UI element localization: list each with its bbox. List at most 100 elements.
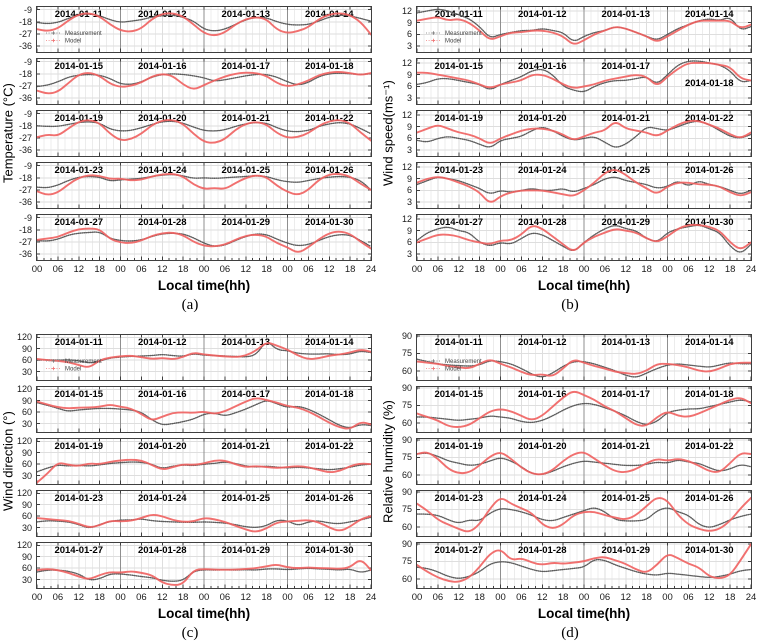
x-tick-label: 18 bbox=[474, 264, 485, 275]
y-tick-label: 120 bbox=[16, 488, 32, 499]
y-tick-label: 75 bbox=[401, 348, 412, 359]
date-label: 2014-01-12 bbox=[518, 337, 567, 348]
measurement-line bbox=[416, 60, 752, 93]
y-tick-label: -18 bbox=[18, 16, 32, 27]
y-tick-label: 60 bbox=[401, 469, 412, 480]
y-tick-label: 120 bbox=[16, 436, 32, 447]
y-tick-label: 60 bbox=[21, 459, 32, 470]
date-label: 2014-01-19 bbox=[54, 113, 103, 124]
x-tick-label: 12 bbox=[620, 264, 632, 275]
y-tick-label: -18 bbox=[18, 120, 32, 131]
date-label: 2014-01-25 bbox=[221, 493, 270, 504]
date-label: 2014-01-27 bbox=[54, 545, 103, 556]
date-label: 2014-01-13 bbox=[601, 9, 650, 20]
x-tick-label: 00 bbox=[115, 592, 126, 603]
x-tick-label: 06 bbox=[683, 264, 694, 275]
date-label: 2014-01-22 bbox=[685, 441, 734, 452]
y-tick-label: 3 bbox=[406, 197, 412, 208]
x-tick-label: 18 bbox=[724, 264, 736, 275]
measurement-line bbox=[36, 400, 372, 429]
date-label: 2014-01-17 bbox=[221, 389, 270, 400]
date-label: 2014-01-17 bbox=[601, 389, 650, 400]
date-label: 2014-01-25 bbox=[221, 165, 270, 176]
date-label: 2014-01-26 bbox=[305, 493, 354, 504]
date-label: 2014-01-26 bbox=[685, 493, 734, 504]
date-label: 2014-01-22 bbox=[305, 441, 354, 452]
panel-caption: (c) bbox=[181, 625, 199, 641]
x-tick-label: 18 bbox=[261, 592, 272, 603]
y-tick-label: 90 bbox=[401, 539, 412, 550]
model-line bbox=[36, 342, 372, 368]
model-line bbox=[36, 458, 372, 484]
y-tick-label: -27 bbox=[18, 184, 32, 195]
y-tick-label: -9 bbox=[23, 212, 32, 223]
x-tick-label: 24 bbox=[745, 264, 757, 275]
x-tick-label: 18 bbox=[94, 592, 105, 603]
date-label: 2014-01-11 bbox=[55, 337, 104, 348]
date-label: 2014-01-28 bbox=[138, 217, 187, 228]
x-tick-label: 00 bbox=[495, 592, 506, 603]
date-label: 2014-01-24 bbox=[138, 165, 187, 176]
legend-label: Measurement bbox=[445, 359, 482, 365]
date-label: 2014-01-29 bbox=[221, 545, 270, 556]
date-label: 2014-01-29 bbox=[221, 217, 270, 228]
subplot-row: 2014-01-19 2014-01-20 2014-01-21 2014-01-22 bbox=[36, 110, 372, 157]
x-tick-label: 12 bbox=[323, 592, 335, 603]
y-tick-label: -9 bbox=[23, 160, 32, 171]
date-label: 2014-01-23 bbox=[434, 165, 483, 176]
date-label: 2014-01-17 bbox=[221, 61, 270, 72]
y-tick-label: -27 bbox=[18, 80, 32, 91]
x-tick-label: 12 bbox=[453, 264, 465, 275]
date-label: 2014-01-11 bbox=[435, 337, 484, 348]
y-tick-label: 9 bbox=[406, 225, 412, 236]
x-tick-label: 12 bbox=[703, 592, 715, 603]
x-tick-label: 06 bbox=[599, 592, 611, 603]
legend-label: Measurement bbox=[65, 31, 102, 37]
y-tick-label: 12 bbox=[401, 213, 412, 224]
y-tick-label: 12 bbox=[401, 5, 412, 16]
y-tick-label: 3 bbox=[406, 249, 412, 260]
date-label: 2014-01-27 bbox=[434, 217, 483, 228]
date-label: 2014-01-13 bbox=[601, 337, 650, 348]
y-tick-label: -36 bbox=[18, 248, 32, 259]
date-label: 2014-01-15 bbox=[54, 389, 103, 400]
model-line bbox=[416, 169, 752, 203]
y-tick-label: 60 bbox=[401, 417, 412, 428]
date-label: 2014-01-18 bbox=[685, 78, 734, 89]
date-label: 2014-01-28 bbox=[138, 545, 187, 556]
y-tick-label: 6 bbox=[406, 185, 412, 196]
date-label: 2014-01-21 bbox=[601, 441, 650, 452]
date-label: 2014-01-16 bbox=[138, 389, 187, 400]
x-tick-label: 06 bbox=[516, 592, 527, 603]
y-tick-label: 6 bbox=[406, 81, 412, 92]
date-label: 2014-01-24 bbox=[518, 165, 567, 176]
date-label: 2014-01-23 bbox=[54, 493, 103, 504]
date-label: 2014-01-21 bbox=[221, 441, 270, 452]
y-tick-label: 30 bbox=[21, 366, 32, 377]
date-label: 2014-01-14 bbox=[685, 9, 734, 20]
date-label: 2014-01-27 bbox=[434, 545, 483, 556]
date-label: 2014-01-21 bbox=[221, 113, 270, 124]
date-label: 2014-01-20 bbox=[518, 441, 567, 452]
legend-label: Model bbox=[445, 39, 461, 45]
y-tick-label: 30 bbox=[21, 418, 32, 429]
y-tick-label: 90 bbox=[21, 343, 32, 354]
y-tick-label: 9 bbox=[406, 173, 412, 184]
date-label: 2014-01-13 bbox=[221, 337, 270, 348]
date-label: 2014-01-30 bbox=[685, 217, 734, 228]
x-tick-label: 06 bbox=[432, 264, 444, 275]
x-tick-label: 12 bbox=[703, 264, 715, 275]
y-tick-label: 120 bbox=[16, 384, 32, 395]
date-label: 2014-01-26 bbox=[305, 165, 354, 176]
subplot-row: 2014-01-23 2014-01-24 2014-01-25 2014-01-26 bbox=[36, 490, 372, 537]
model-line bbox=[416, 223, 752, 251]
model-line bbox=[36, 71, 372, 95]
y-tick-label: -18 bbox=[18, 172, 32, 183]
x-tick-label: 00 bbox=[411, 592, 423, 603]
date-label: 2014-01-25 bbox=[601, 165, 650, 176]
panel-temperature: Temperature (°C) -9 -18 -27 -36 2014-01-11 201… bbox=[0, 0, 380, 322]
y-tick-label: 12 bbox=[401, 161, 412, 172]
legend-label: Model bbox=[445, 367, 461, 373]
panel-relative-humidity: Relative humidity (%) 60 75 90 2014-01-11 201… bbox=[380, 322, 760, 644]
measurement-line bbox=[36, 120, 372, 135]
